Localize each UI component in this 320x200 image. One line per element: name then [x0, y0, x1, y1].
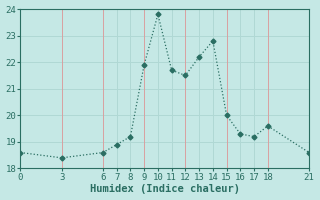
X-axis label: Humidex (Indice chaleur): Humidex (Indice chaleur) — [90, 184, 240, 194]
